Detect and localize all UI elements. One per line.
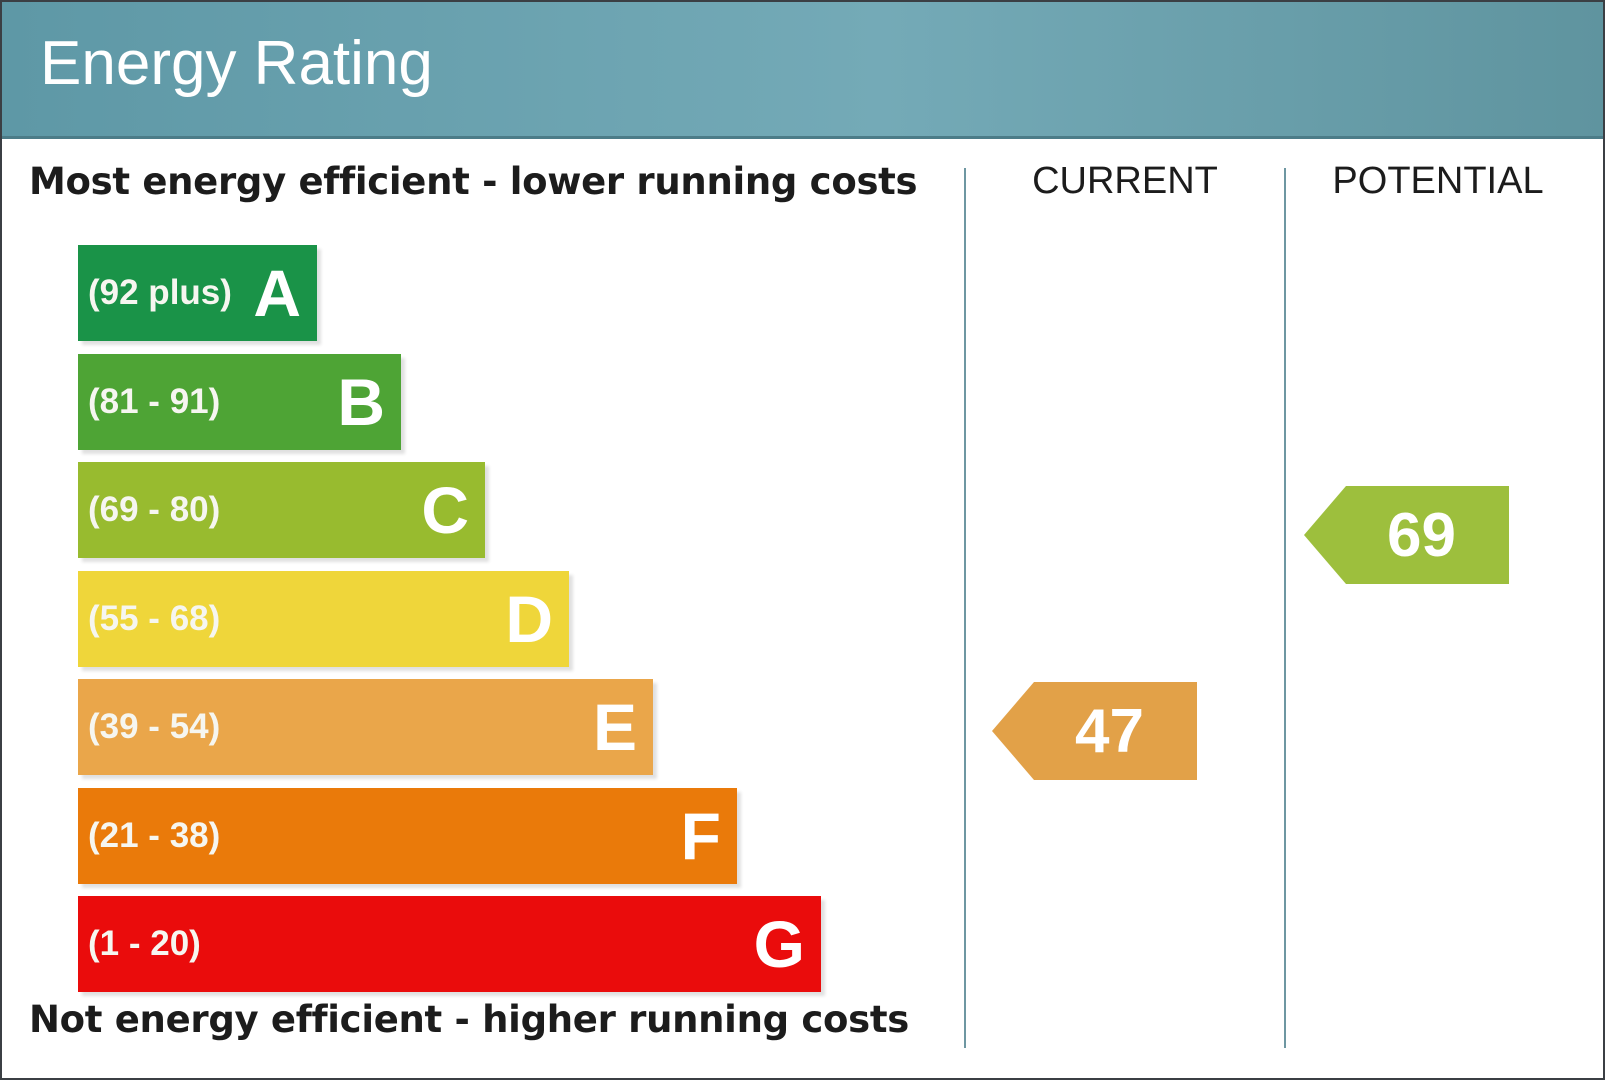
band-letter: D <box>505 582 553 656</box>
most-efficient-label: Most energy efficient - lower running co… <box>29 160 918 203</box>
band-range-label: (92 plus) <box>88 273 232 312</box>
column-divider <box>1284 168 1286 1048</box>
band-b: (81 - 91) B <box>78 354 401 450</box>
band-range-label: (81 - 91) <box>88 382 221 421</box>
band-letter: E <box>592 690 637 764</box>
band-range-label: (21 - 38) <box>88 816 221 855</box>
band-letter: F <box>680 799 721 873</box>
current-column-header: CURRENT <box>1032 160 1218 202</box>
potential-column-header: POTENTIAL <box>1332 160 1544 202</box>
potential-arrow-shape <box>1304 486 1509 584</box>
least-efficient-label: Not energy efficient - higher running co… <box>29 998 909 1041</box>
band-d: (55 - 68) D <box>78 571 569 667</box>
band-f: (21 - 38) F <box>78 788 737 884</box>
band-letter: A <box>253 256 301 330</box>
band-letter: G <box>753 907 805 981</box>
band-c: (69 - 80) C <box>78 462 485 558</box>
current-arrow-shape <box>992 682 1197 780</box>
band-e: (39 - 54) E <box>78 679 653 775</box>
band-a: (92 plus) A <box>78 245 317 341</box>
band-range-label: (55 - 68) <box>88 599 221 638</box>
page-title: Energy Rating <box>40 29 433 98</box>
column-divider <box>964 168 966 1048</box>
band-letter: B <box>337 365 385 439</box>
band-range-label: (39 - 54) <box>88 707 221 746</box>
band-range-label: (69 - 80) <box>88 490 221 529</box>
band-letter: C <box>421 473 469 547</box>
current-rating-marker: 47 <box>992 682 1197 780</box>
header-bar: Energy Rating <box>2 2 1603 139</box>
current-rating-value: 47 <box>1075 697 1144 766</box>
potential-rating-value: 69 <box>1387 501 1456 570</box>
potential-rating-marker: 69 <box>1304 486 1509 584</box>
band-g: (1 - 20) G <box>78 896 821 992</box>
band-range-label: (1 - 20) <box>88 924 201 963</box>
